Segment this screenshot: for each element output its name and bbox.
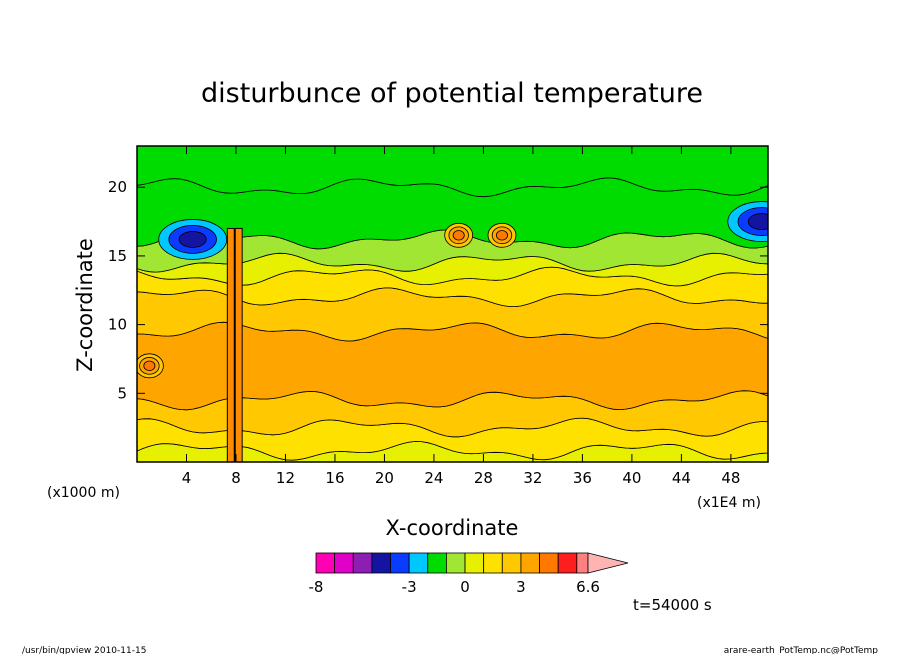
colorbar-bin [352,552,373,574]
colorbar-tick-label: -3 [402,578,417,596]
x-scale-note: (x1E4 m) [697,495,761,511]
y-tick-label: 10 [108,316,127,334]
plot-frame [136,145,769,463]
colorbar-tick-label: -8 [309,578,324,596]
x-tick-label: 32 [523,469,542,487]
warm-core [495,230,508,241]
x-tick-label: 36 [573,469,592,487]
y-tick-label: 5 [117,384,127,402]
footer-right: arare-earth_PotTemp.nc@PotTemp [724,646,879,654]
colorbar-bin [520,552,540,574]
colorbar-bin [576,552,589,574]
time-label: t=54000 s [633,596,712,614]
x-tick-label: 28 [474,469,493,487]
colorbar-bin [334,552,354,574]
colorbar-bin [408,552,429,574]
field-band [137,146,768,198]
footer-left: /usr/bin/gpview 2010-11-15 [22,646,146,654]
x-axis-label: X-coordinate [386,516,519,540]
chart-title: disturbunce of potential temperature [201,78,703,109]
colorbar-bin [483,552,503,574]
warm-core [452,230,465,241]
plot-area [137,146,768,462]
warm-core [143,360,156,372]
y-tick-label: 15 [108,247,127,265]
x-tick-label: 12 [276,469,295,487]
cold-core [178,231,207,248]
colorbar-tick-label: 6.6 [576,578,600,596]
cold-core [747,213,768,230]
x-unit-label: (x1000 m) [47,485,120,501]
x-tick-label: 24 [424,469,443,487]
colorbar-bin [539,552,559,574]
colorbar-bin [371,552,391,574]
x-tick-label: 20 [375,469,394,487]
colorbar-bin [464,552,485,574]
y-axis-label: Z-coordinate [73,238,97,372]
x-tick-label: 4 [182,469,192,487]
x-tick-label: 44 [672,469,691,487]
colorbar-bin [557,552,578,574]
y-tick-label: 20 [108,178,127,196]
colorbar-bin [427,552,447,574]
x-tick-label: 40 [622,469,641,487]
colorbar-bin [501,552,522,574]
colorbar-bin [446,552,466,574]
colorbar-tick-label: 3 [516,578,526,596]
x-tick-label: 8 [231,469,241,487]
colorbar-extend-arrow [587,552,629,574]
colorbar-tick-label: 0 [460,578,470,596]
colorbar [315,552,629,574]
colorbar-bin [390,552,410,574]
x-tick-label: 48 [721,469,740,487]
x-tick-label: 16 [325,469,344,487]
colorbar-bin [315,552,336,574]
